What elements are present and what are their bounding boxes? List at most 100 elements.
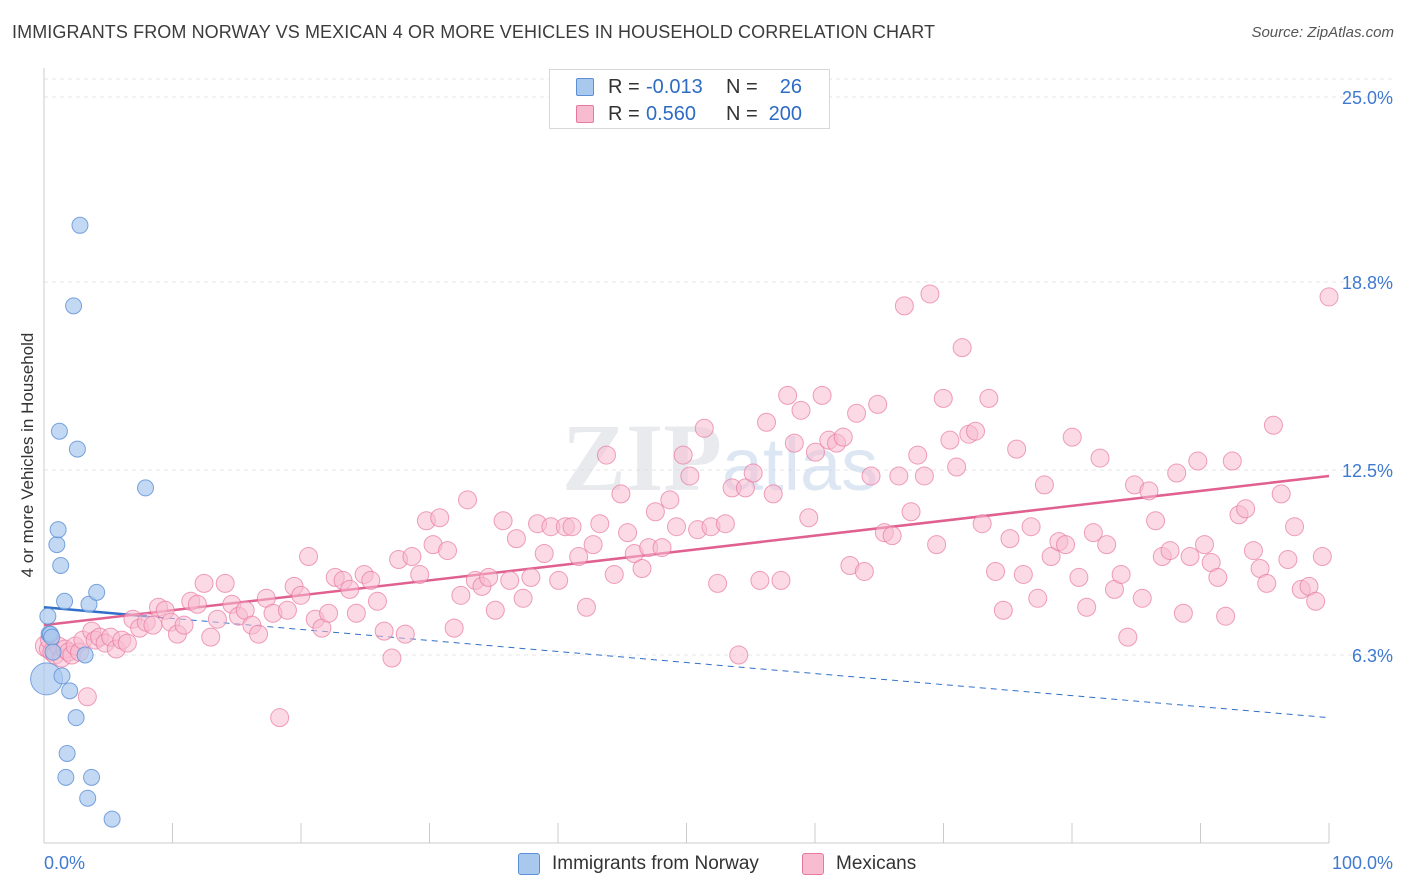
y-tick-label: 25.0% [1342,88,1393,108]
mexican-point [1028,588,1048,608]
legend-n-value: 26 [779,76,802,98]
mexican-point [632,558,652,578]
mexican-point [117,633,137,653]
legend-n-label: N = [726,103,758,125]
norway-point [80,595,98,613]
mexican-point [1007,439,1027,459]
mexican-point [1173,603,1193,623]
y-axis-label: 4 or more Vehicles in Household [18,332,37,578]
mexican-point [1216,606,1236,626]
bottom-legend-swatch-norway [518,853,540,875]
mexican-point [1097,535,1117,555]
mexican-point [1222,451,1242,471]
legend-swatch-norway [576,78,594,96]
mexican-point [430,508,450,528]
mexican-point [1285,517,1305,537]
mexican-point [791,400,811,420]
x-tick-label: 100.0% [1332,853,1393,873]
mexican-point [940,430,960,450]
mexican-point [395,624,415,644]
mexican-point [506,529,526,549]
mexican-point [77,687,97,707]
legend-n-label: N = [726,76,758,98]
mexican-point [299,547,319,567]
y-tick-label: 18.8% [1342,273,1393,293]
mexican-point [1069,567,1089,587]
mexican-point [1118,627,1138,647]
mexican-point [618,523,638,543]
mexican-point [1180,547,1200,567]
mexican-point [771,570,791,590]
mexican-point [933,388,953,408]
legend-r-value: -0.013 [646,76,703,98]
legend-swatch-mexican [576,105,594,123]
norway-point [79,789,97,807]
legend: R = -0.013 N = 26 R = 0.560 N = 200 [549,69,830,129]
legend-n-value: 200 [768,103,802,125]
mexican-point [1236,499,1256,519]
norway-point [58,744,76,762]
mexican-point [1013,564,1033,584]
mexican-point [784,433,804,453]
mexican-point [201,627,221,647]
mexican-point [1263,415,1283,435]
mexican-point [207,609,227,629]
mexican-point [143,615,163,635]
mexican-point [882,526,902,546]
norway-point [50,422,68,440]
norway-point [52,556,70,574]
mexican-point [562,517,582,537]
mexican-point [402,547,422,567]
mexican-point [966,421,986,441]
mexican-point [715,514,735,534]
mexican-point [451,585,471,605]
mexican-point [645,502,665,522]
mexican-point [485,600,505,620]
mexican-point [458,490,478,510]
mexican-point [763,484,783,504]
norway-point [61,682,79,700]
mexican-point [889,466,909,486]
mexican-point [1034,475,1054,495]
bottom-legend: Immigrants from Norway Mexicans [0,852,1406,878]
mexican-point [479,567,499,587]
norway-point [137,479,155,497]
mexican-point [914,466,934,486]
mexican-point [799,508,819,528]
mexican-point [270,708,290,728]
mexican-point [1243,541,1263,561]
mexican-point [927,535,947,555]
y-tick-label: 6.3% [1352,646,1393,666]
norway-point [68,440,86,458]
tick-labels: 6.3% 12.5% 18.8% 25.0% 0.0% 100.0% [44,88,1393,873]
norway-point [71,216,89,234]
mexican-point [596,445,616,465]
mexican-point [174,615,194,635]
mexican-points [34,284,1339,728]
mexican-point [319,603,339,623]
mexican-point [249,624,269,644]
mexican-point [382,648,402,668]
mexican-point [986,561,1006,581]
mexican-point [583,535,603,555]
mexican-point [493,511,513,531]
mexican-point [1077,597,1097,617]
mexican-point [590,514,610,534]
mexican-point [1306,591,1326,611]
mexican-point [1195,535,1215,555]
mexican-point [277,600,297,620]
mexican-point [908,445,928,465]
norway-point [53,667,71,685]
mexican-point [743,463,763,483]
mexican-point [521,567,541,587]
x-tick-label: 0.0% [44,853,85,873]
mexican-point [979,388,999,408]
legend-r-label: R = [608,103,640,125]
mexican-point [1271,484,1291,504]
norway-point [43,628,61,646]
mexican-point [680,466,700,486]
mexican-point [1319,287,1339,307]
mexican-point [901,502,921,522]
bottom-legend-label: Mexicans [836,853,917,874]
